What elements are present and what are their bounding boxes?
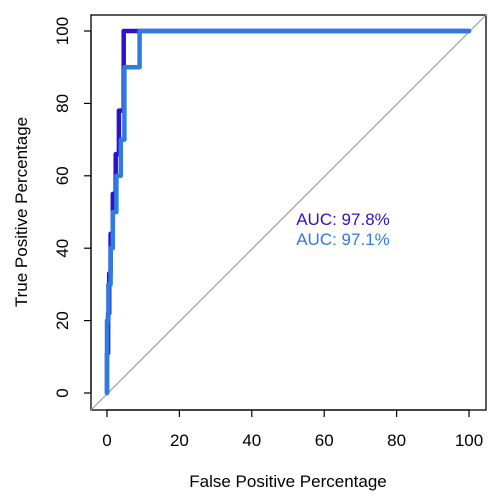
y-axis-title: True Positive Percentage (12, 117, 31, 307)
x-tick-label: 60 (315, 431, 334, 450)
x-tick-label: 20 (170, 431, 189, 450)
x-axis-title: False Positive Percentage (189, 472, 387, 491)
x-tick-label: 100 (455, 431, 483, 450)
y-axis: 0 20 40 60 80 100 (53, 17, 92, 398)
x-axis: 0 20 40 60 80 100 (102, 409, 483, 450)
roc-curve-series-2 (104, 28, 472, 396)
auc-label-series-2: AUC: 97.1% (296, 230, 390, 249)
y-tick-label: 0 (53, 388, 72, 397)
y-tick-label: 20 (53, 311, 72, 330)
roc-curve-series-1 (104, 28, 472, 396)
auc-label-series-1: AUC: 97.8% (296, 210, 390, 229)
x-tick-label: 40 (242, 431, 261, 450)
diagonal-reference-layer (90, 14, 487, 411)
series-layer (104, 28, 472, 396)
y-tick-label: 80 (53, 94, 72, 113)
y-tick-label: 60 (53, 166, 72, 185)
x-tick-label: 80 (387, 431, 406, 450)
x-tick-label: 0 (102, 431, 111, 450)
y-tick-label: 100 (53, 17, 72, 45)
diagonal-reference-line (90, 14, 487, 411)
y-tick-label: 40 (53, 239, 72, 258)
